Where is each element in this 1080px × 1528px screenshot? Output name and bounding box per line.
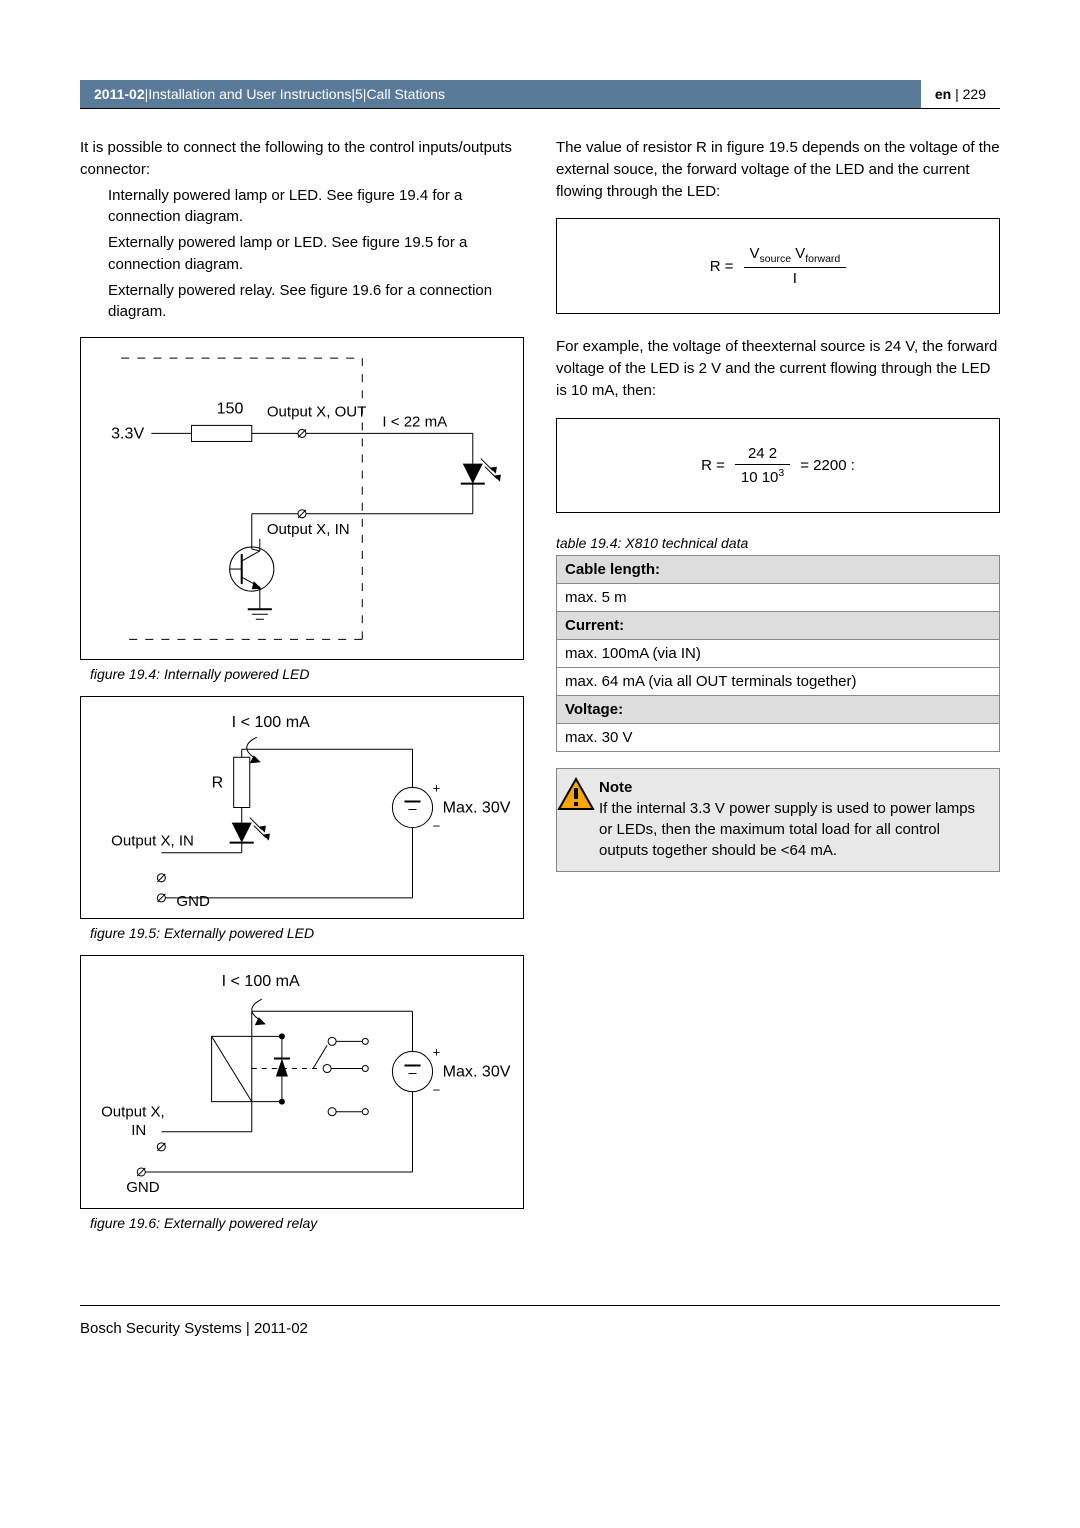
fig194-3v3: 3.3V — [111, 424, 144, 442]
f2-lhs: R = — [701, 457, 725, 474]
tr3: max. 100mA (via IN) — [557, 639, 1000, 667]
fig196-max30: Max. 30V — [443, 1063, 511, 1081]
footer-text: Bosch Security Systems | 2011-02 — [80, 1320, 308, 1337]
f1-src: source — [760, 253, 792, 265]
fig195-gnd: GND — [176, 893, 210, 910]
f1-lhs: R = — [710, 258, 734, 275]
header-breadcrumb: 2011-02 | Installation and User Instruct… — [80, 80, 921, 108]
fig196-caption: figure 19.6: Externally powered relay — [90, 1215, 524, 1231]
tr0: Cable length: — [557, 555, 1000, 583]
page-header: 2011-02 | Installation and User Instruct… — [80, 80, 1000, 109]
header-title: Installation and User Instructions — [148, 86, 351, 102]
note-text: Note If the internal 3.3 V power supply … — [595, 769, 999, 871]
fig196-out2: IN — [131, 1122, 146, 1139]
f2-num: 24 2 — [735, 445, 790, 465]
fig194-in: Output X, IN — [267, 521, 350, 538]
tr6: max. 30 V — [557, 723, 1000, 751]
warning-icon — [557, 769, 595, 871]
tr4: max. 64 mA (via all OUT terminals togeth… — [557, 667, 1000, 695]
left-bullet-2: Externally powered lamp or LED. See figu… — [80, 232, 524, 276]
f1-fwd: forward — [805, 253, 840, 265]
fig-19-4-svg: 3.3V 150 Output X, OUT I < 22 mA — [81, 338, 523, 659]
fig194-r150: 150 — [217, 399, 244, 417]
note-box: Note If the internal 3.3 V power supply … — [556, 768, 1000, 872]
f2-eq: = 2200 : — [800, 457, 855, 474]
fig195-in: Output X, IN — [111, 833, 194, 850]
fig195-max30: Max. 30V — [443, 799, 511, 817]
f2-frac: 24 2 10 103 — [735, 445, 790, 486]
header-pageinfo: en | 229 — [921, 80, 1000, 108]
header-date: 2011-02 — [94, 86, 145, 102]
formula-1: R = Vsource Vforward I — [556, 218, 1000, 314]
body-columns: It is possible to connect the following … — [80, 137, 1000, 1245]
fig195-caption: figure 19.5: Externally powered LED — [90, 925, 524, 941]
f2-den: 10 10 — [741, 469, 779, 486]
left-column: It is possible to connect the following … — [80, 137, 524, 1245]
fig194-caption: figure 19.4: Internally powered LED — [90, 666, 524, 682]
note-body: If the internal 3.3 V power supply is us… — [599, 800, 975, 859]
fig-19-6-svg: I < 100 mA — [81, 956, 523, 1207]
left-intro: It is possible to connect the following … — [80, 137, 524, 181]
figure-19-4: 3.3V 150 Output X, OUT I < 22 mA — [80, 337, 524, 660]
figure-19-6: I < 100 mA — [80, 955, 524, 1208]
tr2: Current: — [557, 611, 1000, 639]
fig196-i100: I < 100 mA — [222, 973, 300, 991]
fig196-plus: + — [433, 1045, 441, 1060]
formula-2: R = 24 2 10 103 = 2200 : — [556, 418, 1000, 513]
fig195-minus: − — [433, 819, 441, 834]
fig195-R: R — [212, 774, 224, 792]
right-p2: For example, the voltage of theexternal … — [556, 336, 1000, 401]
f1-v1: V — [750, 245, 760, 262]
left-bullet-3: Externally powered relay. See figure 19.… — [80, 280, 524, 324]
tr5: Voltage: — [557, 695, 1000, 723]
table-caption: table 19.4: X810 technical data — [556, 535, 1000, 551]
fig196-minus: − — [433, 1083, 441, 1098]
f1-frac: Vsource Vforward I — [744, 245, 847, 287]
right-p1: The value of resistor R in figure 19.5 d… — [556, 137, 1000, 202]
figure-19-5: I < 100 mA R Output X, IN — [80, 696, 524, 919]
tr1: max. 5 m — [557, 583, 1000, 611]
fig194-out: Output X, OUT — [267, 403, 367, 420]
note-title: Note — [599, 779, 632, 796]
fig194-i22: I < 22 mA — [382, 413, 447, 430]
header-page: 229 — [963, 86, 986, 102]
fig196-out1: Output X, — [101, 1104, 165, 1121]
right-column: The value of resistor R in figure 19.5 d… — [556, 137, 1000, 1245]
f2-exp: 3 — [778, 467, 784, 479]
header-chtitle: Call Stations — [366, 86, 445, 102]
technical-data-table: Cable length: max. 5 m Current: max. 100… — [556, 555, 1000, 752]
page-footer: Bosch Security Systems | 2011-02 — [80, 1305, 1000, 1337]
f1-v2: V — [795, 245, 805, 262]
header-chnum: 5 — [355, 86, 363, 102]
left-bullet-1: Internally powered lamp or LED. See figu… — [80, 185, 524, 229]
fig195-i100: I < 100 mA — [232, 714, 310, 732]
f1-den: I — [744, 268, 847, 287]
fig-19-5-svg: I < 100 mA R Output X, IN — [81, 697, 523, 918]
header-sep4: | — [955, 86, 963, 102]
fig196-gnd: GND — [126, 1180, 160, 1197]
header-lang: en — [935, 86, 951, 102]
fig195-plus: + — [433, 781, 441, 796]
